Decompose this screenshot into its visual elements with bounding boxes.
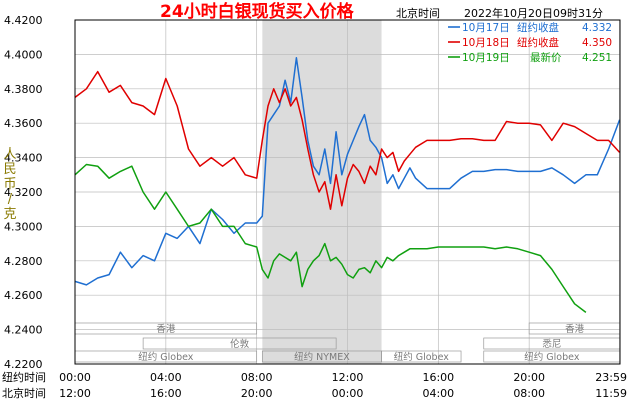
y-axis-title-char: 币 [3,177,16,192]
y-tick-label: 4.2600 [4,289,43,302]
legend-value-1019: 4.251 [582,52,612,64]
legend-label-1019: 最新价 [530,51,562,64]
chart-title: 24小时白银现货买入价格 [160,1,355,22]
x-tick-label: 12:00 [59,387,91,400]
y-tick-label: 4.3400 [4,152,43,165]
x-tick-label: 08:00 [241,371,273,384]
session-bar [142,337,337,350]
plot-frame [74,19,621,365]
session-label: 香港 [565,323,585,335]
x-tick-label: 04:00 [422,387,454,400]
x-tick-label: 00:00 [59,371,91,384]
price-series-lines [74,57,621,313]
y-tick-label: 4.3000 [4,220,43,233]
y-axis-title-char: 民 [3,162,16,177]
y-tick-label: 4.2400 [4,324,43,337]
y-axis-title: 人民币/克 [3,147,16,222]
legend-label-1018: 纽约收盘 [517,36,559,49]
x-tick-label: 16:00 [422,371,454,384]
session-label: 纽约 Globex [138,351,194,363]
update-timestamp: 2022年10月20日09时31分 [464,6,603,20]
x-tick-label: 11:59 [595,387,627,400]
legend-date-1018: 10月18日 [462,37,510,49]
x-tick-label: 08:00 [513,387,545,400]
session-label: 香港 [156,323,176,335]
legend: 10月17日 纽约收盘 4.332 10月18日 纽约收盘 4.350 10月1… [448,21,612,64]
y-tick-label: 4.3200 [4,186,43,199]
x-tick-label: 16:00 [150,387,182,400]
legend-value-1017: 4.332 [582,22,612,34]
series-line-0 [74,57,621,286]
y-tick-label: 4.4000 [4,48,43,61]
x-tick-label: 23:59 [595,371,627,384]
x-row-label-beijing: 北京时间 [2,386,46,400]
y-tick-label: 4.4200 [4,14,43,27]
series-line-2 [74,163,587,313]
x-tick-label: 20:00 [241,387,273,400]
y-axis-title-char: 人 [3,147,16,162]
session-label: 纽约 Globex [394,351,450,363]
timezone-label: 北京时间 [396,6,440,20]
session-label: 伦敦 [230,338,250,350]
legend-value-1018: 4.350 [582,37,612,49]
session-label: 纽约 Globex [524,351,580,363]
series-line-1 [74,70,621,210]
y-tick-label: 4.2800 [4,255,43,268]
x-tick-label: 00:00 [332,387,364,400]
y-axis-tick-labels: 4.2200 4.2400 4.2600 4.2800 4.3000 4.3200 4.34… [4,14,43,371]
y-axis-title-char: / [8,192,13,207]
session-bar [381,350,462,363]
legend-date-1017: 10月17日 [462,22,510,34]
x-tick-label: 12:00 [332,371,364,384]
y-tick-label: 4.3600 [4,117,43,130]
x-row-label-newyork: 纽约时间 [2,370,46,384]
x-tick-label: 04:00 [150,371,182,384]
y-tick-label: 4.3800 [4,83,43,96]
y-axis-title-char: 克 [3,207,16,222]
y-tick-label: 4.2200 [4,358,43,371]
session-label: 纽约 NYMEX [294,351,350,363]
legend-label-1017: 纽约收盘 [517,21,559,34]
session-label: 悉尼 [542,338,561,350]
x-axis-tick-labels: 00:00 04:00 08:00 12:00 16:00 20:00 23:59 12:00… [59,371,627,400]
legend-date-1019: 10月19日 [462,52,510,64]
x-tick-label: 20:00 [513,371,545,384]
